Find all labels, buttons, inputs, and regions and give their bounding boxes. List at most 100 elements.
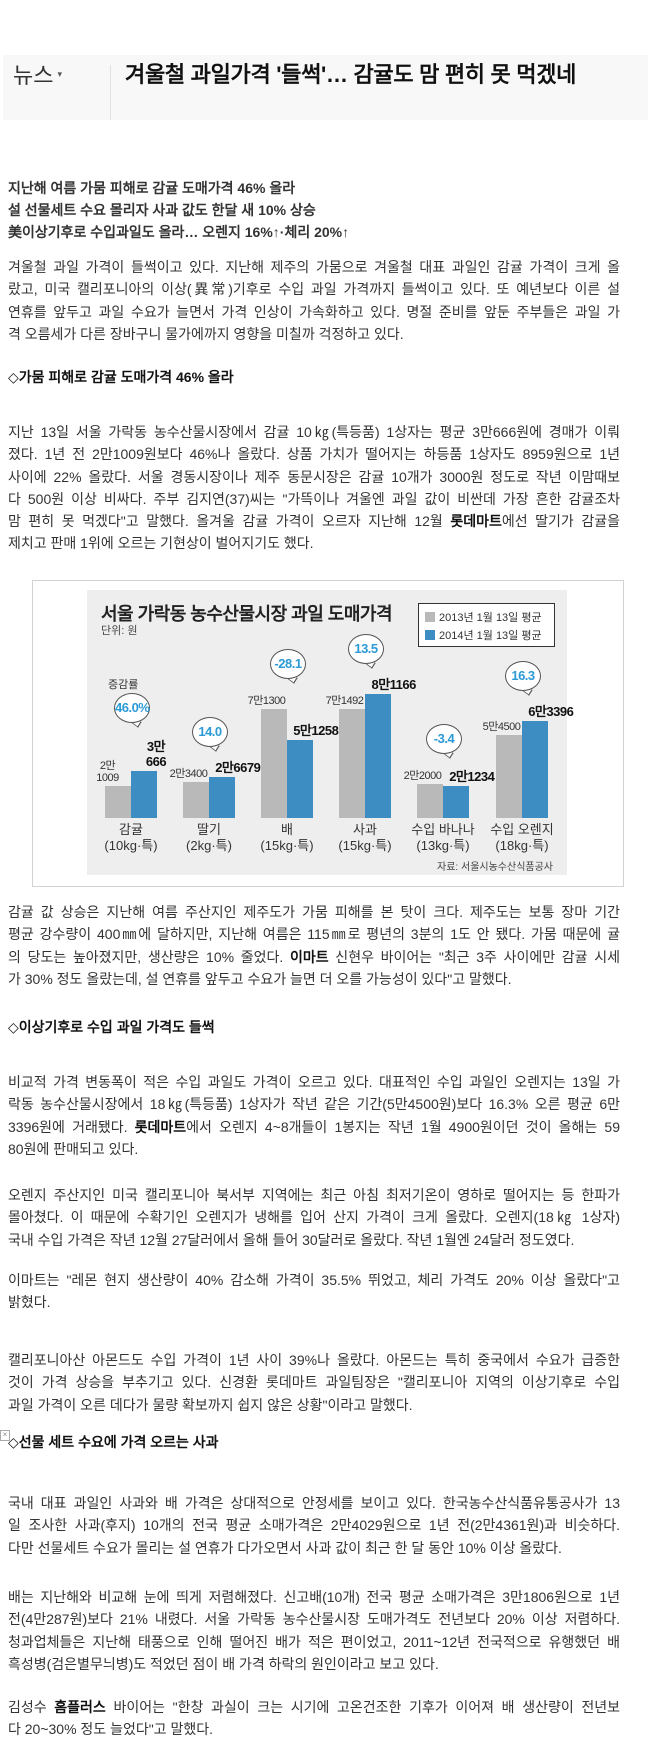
value-label: 7만1492 xyxy=(326,695,364,707)
paragraph-line: 이마트는 "레몬 현지 생산량이 40% 감소해 가격이 35.5% 뛰었고, … xyxy=(8,1269,620,1291)
paragraph-line: 과일 가격이 오른 데다가 물량 확보까지 쉽지 않은 상황"이라고 말했다. xyxy=(8,1394,620,1416)
legend-label: 2014년 1월 13일 평균 xyxy=(439,630,542,642)
company-name: 롯데마트 xyxy=(450,513,502,530)
broken-image-icon: × xyxy=(0,1430,10,1441)
value-label: 2만3400 xyxy=(170,768,208,780)
value-label: 8만1166 xyxy=(371,677,416,692)
category-label: 감귤 xyxy=(119,822,143,837)
text: 흑성병(검은별무늬병)도 적었던 점이 배 가격 하락의 원인이라고 보고 있다… xyxy=(8,1655,439,1672)
paragraph: 감귤 값 상승은 지난해 여름 주산지인 제주도가 가뭄 피해를 본 탓이 크다… xyxy=(8,901,620,990)
text: 캘리포니아산 아몬드도 수입 가격이 1년 사이 39%나 올랐다. 아몬드는 … xyxy=(8,1352,620,1368)
paragraph: 배는 지난해와 비교해 눈에 띄게 저렴해졌다. 신고배(10개) 전국 평균 … xyxy=(8,1586,620,1675)
company-name: 홈플러스 xyxy=(54,1699,106,1715)
change-rate-bubble: -28.1 xyxy=(270,649,306,680)
text: 과일 가격이 오른 데다가 물량 확보까지 쉽지 않은 상황"이라고 말했다. xyxy=(8,1396,413,1413)
paragraph-line: 평균 강수량이 400㎜에 달하지만, 지난해 여름은 115㎜로 평년의 3분… xyxy=(8,923,620,945)
bar-2013 xyxy=(105,785,131,818)
bar-2014 xyxy=(443,785,469,818)
bar-2014 xyxy=(365,694,391,818)
chart-unit: 단위: 원 xyxy=(101,625,138,637)
text: 사이에 22% 올랐다. 서울 경동시장이나 제주 동문시장은 감귤 10개가 … xyxy=(8,468,620,485)
value-label: 5만4500 xyxy=(483,721,521,733)
company-name: 이마트 xyxy=(289,948,329,965)
category-unit: (10kg·특) xyxy=(104,838,158,853)
text: 배는 지난해와 비교해 눈에 띄게 저렴해졌다. 신고배(10개) 전국 평균 … xyxy=(8,1589,620,1605)
category-label: 배 xyxy=(281,822,293,837)
news-category-menu[interactable]: 뉴스 ▾ xyxy=(13,59,62,91)
paragraph-line: 의 당도는 높아졌지만, 생산량은 10% 줄었다. 이마트 신현우 바이어는 … xyxy=(8,946,620,968)
change-rate-label: 증감률 xyxy=(108,679,139,691)
value-label-line: 1009 xyxy=(96,771,119,784)
text: 에선 딸기가 감귤을 xyxy=(501,513,620,530)
legend-swatch xyxy=(425,612,435,622)
paragraph-line: 제치고 판매 1위에 오르는 기현상이 벌어지기도 했다. xyxy=(8,532,620,554)
paragraph-line: 국내 대표 과일인 사과와 배 가격은 상대적으로 안정세를 보이고 있다. 한… xyxy=(8,1492,620,1514)
paragraph: 겨울철 과일 가격이 들썩이고 있다. 지난해 제주의 가뭄으로 겨울철 대표 … xyxy=(8,256,620,345)
bar-2013 xyxy=(183,782,209,818)
text: 오렌지 주산지인 미국 캘리포니아 북서부 지역에는 최근 아침 최저기온이 영… xyxy=(8,1187,620,1203)
paragraph: 국내 대표 과일인 사과와 배 가격은 상대적으로 안정세를 보이고 있다. 한… xyxy=(8,1492,620,1559)
text: 다 20~30% 정도 늘었다"고 말했다. xyxy=(8,1721,213,1738)
text: 청과업체들은 지난해 태풍으로 인해 떨어진 배가 적은 편이었고, 2011~… xyxy=(8,1633,620,1650)
text: 이마트는 "레몬 현지 생산량이 40% 감소해 가격이 35.5% 뛰었고, … xyxy=(8,1272,620,1288)
value-label: 5만1258 xyxy=(293,723,339,738)
text: 것이 가격 상승을 부추기고 있다. 신경환 롯데마트 과일팀장은 "캘리포니아… xyxy=(8,1374,620,1391)
chevron-down-icon: ▾ xyxy=(57,69,63,79)
legend-item-2014: 2014년 1월 13일 평균 xyxy=(425,627,542,643)
value-label-line: 2만 xyxy=(99,759,116,772)
legend-swatch xyxy=(425,630,435,640)
value-label: 6만3396 xyxy=(528,704,574,720)
value-label-line: 7만1300 xyxy=(247,695,286,708)
category-label: 사과 xyxy=(353,822,377,837)
paragraph-line: 다 20~30% 정도 늘었다"고 말했다. xyxy=(8,1718,620,1740)
value-label-line: 6만3396 xyxy=(528,704,574,720)
chart-source: 자료: 서울시농수산식품공사 xyxy=(437,862,553,873)
text: 김성수 xyxy=(8,1699,55,1715)
category-label: 수입 오렌지 xyxy=(490,822,554,837)
paragraph-line: 다만 선물세트 수요가 몰리는 설 연휴가 다가오면서 사과 값이 최근 한 달… xyxy=(8,1537,620,1559)
bar-chart: 서울 가락동 농수산물시장 과일 도매가격 단위: 원 2013년 1월 13일… xyxy=(87,590,574,875)
legend-item-2013: 2013년 1월 13일 평균 xyxy=(425,609,542,625)
text: 연휴를 앞두고 과일 수요가 늘면서 가격 인상이 가속화하고 있다. 명절 준… xyxy=(8,303,620,320)
paragraph-line: 연휴를 앞두고 과일 수요가 늘면서 가격 인상이 가속화하고 있다. 명절 준… xyxy=(8,301,620,323)
change-rate-bubble: -3.4 xyxy=(426,724,462,755)
text: 국내 수입 가격은 작년 12월 27달러에서 올해 들어 30달러로 올랐다.… xyxy=(8,1231,575,1248)
paragraph-line: 일 조사한 사과(후지) 10개의 전국 평균 소매가격은 2만4029원으로 … xyxy=(8,1514,620,1536)
chart-legend: 2013년 1월 13일 평균 2014년 1월 13일 평균 xyxy=(418,603,555,647)
text: 격 오름세가 다른 장바구니 물가에까지 영향을 미칠까 걱정하고 있다. xyxy=(8,325,404,342)
subhead: 지난해 여름 가뭄 피해로 감귤 도매가격 46% 올라 xyxy=(8,180,296,196)
value-label-line: 666 xyxy=(145,754,167,770)
text: 신현우 바이어는 "최근 3주 사이에만 감귤 시세 xyxy=(328,948,621,965)
value-label-line: 2만2000 xyxy=(403,770,442,783)
text: 에서 오렌지 4~8개들이 1봉지는 작년 1월 4900원이던 것이 올해는 … xyxy=(186,1118,621,1135)
paragraph-line: 다 500원 이상 비싸다. 주부 김지연(37)씨는 "가뜩이나 겨울엔 과일… xyxy=(8,488,620,510)
text: 다 500원 이상 비싸다. 주부 김지연(37)씨는 "가뜩이나 겨울엔 과일… xyxy=(8,490,620,507)
paragraph-line: 캘리포니아산 아몬드도 수입 가격이 1년 사이 39%나 올랐다. 아몬드는 … xyxy=(8,1349,620,1371)
chart-title: 서울 가락동 농수산물시장 과일 도매가격 xyxy=(101,604,393,624)
paragraph: 비교적 가격 변동폭이 적은 수입 과일도 가격이 오르고 있다. 대표적인 수… xyxy=(8,1071,620,1160)
category-unit: (18kg·특) xyxy=(495,838,549,853)
bar-2014 xyxy=(209,777,235,818)
paragraph-line: 랐고, 미국 캘리포니아의 이상(異常)기후로 수입 과일 가격까지 들썩이고 … xyxy=(8,278,620,300)
text: 3396원에 거래됐다. xyxy=(8,1118,135,1135)
article-subheads: 지난해 여름 가뭄 피해로 감귤 도매가격 46% 올라 설 선물세트 수요 몰… xyxy=(8,177,620,243)
value-label-line: 2만3400 xyxy=(169,768,208,781)
change-rate-bubble: 46.0% xyxy=(114,693,150,724)
text: 겨울철 과일 가격이 들썩이고 있다. 지난해 제주의 가뭄으로 겨울철 대표 … xyxy=(8,259,620,275)
value-label: 2만2000 xyxy=(404,770,442,782)
value-label: 2만6679 xyxy=(215,760,261,776)
paragraph-line: 청과업체들은 지난해 태풍으로 인해 떨어진 배가 적은 편이었고, 2011~… xyxy=(8,1631,620,1653)
text: 80원에 판매되고 있다. xyxy=(8,1140,139,1157)
bar-2013 xyxy=(496,734,522,818)
value-label-line: 2만6679 xyxy=(215,760,261,776)
text: 제치고 판매 1위에 오르는 기현상이 벌어지기도 했다. xyxy=(8,535,314,552)
text: 일 조사한 사과(후지) 10개의 전국 평균 소매가격은 2만4029원으로 … xyxy=(8,1517,620,1534)
value-label-line: 5만4500 xyxy=(482,720,521,733)
bar-2013 xyxy=(417,784,443,818)
subhead: 美이상기후로 수입과일도 올라… 오렌지 16%↑·체리 20%↑ xyxy=(8,224,350,240)
paragraph-line: 락동 농수산물시장에서 18㎏(특등품) 1상자가 작년 같은 기간(5만450… xyxy=(8,1093,620,1115)
paragraph-line: 전(4만287원)보다 21% 내렸다. 서울 가락동 농수산물시장 도매가격도… xyxy=(8,1608,620,1630)
text: 밝혔다. xyxy=(8,1294,51,1311)
paragraph-line: 비교적 가격 변동폭이 적은 수입 과일도 가격이 오르고 있다. 대표적인 수… xyxy=(8,1071,620,1093)
bar-2014 xyxy=(522,721,548,818)
